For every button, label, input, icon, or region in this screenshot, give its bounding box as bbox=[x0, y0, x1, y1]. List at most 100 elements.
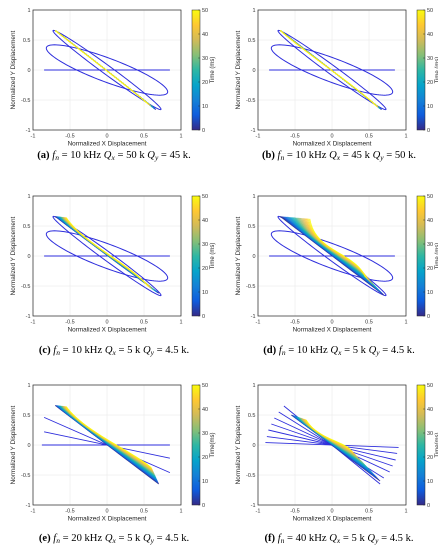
panel-b: -1 -0.5 0 0.5 1 1 0.5 0 -0.5 -1 Normalized X Displ… bbox=[235, 8, 438, 162]
caption-x-sub: x bbox=[110, 153, 115, 162]
colorbar-label: Time (ms) bbox=[210, 243, 216, 270]
caption-equals: = bbox=[116, 533, 127, 544]
colorbar-label: Time(ms) bbox=[210, 432, 216, 457]
caption-qy: 45 k. bbox=[170, 150, 191, 161]
caption-f-symbol: f bbox=[278, 533, 283, 544]
x-tick-label: 0 bbox=[105, 134, 108, 140]
colorbar-tick-label: 50 bbox=[427, 8, 433, 14]
axes-box bbox=[32, 384, 182, 506]
caption-q-symbol: Q bbox=[327, 533, 338, 544]
colorbar-tick-label: 30 bbox=[202, 242, 208, 248]
x-tick-label: -0.5 bbox=[290, 320, 299, 326]
caption-frequency: 10 kHz bbox=[70, 150, 101, 161]
caption-y-sub: y bbox=[375, 348, 380, 357]
colorbar bbox=[416, 195, 426, 317]
caption-letter: (c) bbox=[39, 345, 51, 356]
y-tick-label: -1 bbox=[26, 503, 31, 509]
caption-equals: = bbox=[340, 150, 351, 161]
caption-x-sub: x bbox=[111, 348, 116, 357]
y-tick-label: -1 bbox=[26, 314, 31, 320]
colorbar-tick-label: 20 bbox=[427, 80, 433, 86]
caption-q-symbol: Q bbox=[328, 345, 339, 356]
y-tick-label: 0 bbox=[27, 68, 30, 74]
y-tick-label: 0.5 bbox=[23, 413, 31, 419]
colorbar-tick-label: 20 bbox=[427, 455, 433, 461]
caption-equals: = bbox=[60, 533, 71, 544]
y-tick-label: 1 bbox=[27, 194, 30, 200]
colorbar-tick-label: 20 bbox=[202, 455, 208, 461]
caption-qx: 5 k bbox=[127, 345, 141, 356]
caption-letter: (e) bbox=[39, 533, 51, 544]
x-tick-label: 0 bbox=[330, 134, 333, 140]
caption-letter: (a) bbox=[37, 150, 50, 161]
caption-frequency: 10 kHz bbox=[296, 150, 327, 161]
x-tick-label: 0 bbox=[330, 509, 333, 515]
colorbar bbox=[416, 384, 426, 506]
caption-equals: = bbox=[284, 533, 295, 544]
caption-qx: 45 k bbox=[351, 150, 370, 161]
time-trace bbox=[65, 217, 149, 287]
time-trace bbox=[303, 418, 356, 456]
caption-n-sub: n bbox=[282, 348, 286, 357]
caption-n-sub: n bbox=[281, 536, 285, 545]
y-axis-label: Normalized Y Displacement bbox=[235, 405, 242, 484]
y-tick-label: -0.5 bbox=[246, 284, 255, 290]
x-tick-label: -0.5 bbox=[290, 134, 299, 140]
x-tick-label: 1 bbox=[404, 509, 407, 515]
y-tick-label: -1 bbox=[26, 128, 31, 134]
panel-c: -1 -0.5 0 0.5 1 1 0.5 0 -0.5 -1 Normalized X Displ… bbox=[10, 194, 216, 357]
colorbar-tick-label: 50 bbox=[202, 8, 208, 14]
caption-q-symbol: Q bbox=[101, 150, 112, 161]
y-tick-label: 0.5 bbox=[23, 38, 31, 44]
colorbar-tick-label: 50 bbox=[202, 383, 208, 389]
caption-q-symbol: Q bbox=[326, 150, 337, 161]
colorbar-tick-label: 50 bbox=[202, 194, 208, 200]
caption-frequency: 10 kHz bbox=[71, 345, 102, 356]
colorbar-label: Time (ms) bbox=[435, 243, 438, 270]
time-trace bbox=[303, 418, 355, 454]
y-tick-label: -1 bbox=[251, 314, 256, 320]
caption-qx: 5 k bbox=[352, 533, 366, 544]
y-tick-label: 0 bbox=[252, 68, 255, 74]
caption-q-symbol: Q bbox=[102, 533, 113, 544]
y-tick-label: -1 bbox=[251, 128, 256, 134]
panel-caption: (b) fn = 10 kHz Qx = 45 k Qy = 50 k. bbox=[262, 150, 416, 162]
axes-box bbox=[257, 9, 407, 131]
colorbar bbox=[191, 384, 201, 506]
caption-qx: 50 k bbox=[126, 150, 145, 161]
caption-y-sub: y bbox=[150, 348, 155, 357]
caption-qy: 4.5 k. bbox=[165, 345, 189, 356]
x-tick-label: 0.5 bbox=[365, 509, 373, 515]
colorbar-tick-label: 40 bbox=[427, 407, 433, 413]
colorbar-tick-label: 10 bbox=[202, 479, 208, 485]
caption-y-sub: y bbox=[374, 536, 379, 545]
caption-equals: = bbox=[286, 345, 297, 356]
x-tick-label: -0.5 bbox=[65, 134, 74, 140]
caption-n-sub: n bbox=[55, 153, 59, 162]
panel-caption: (d) fn = 10 kHz Qx = 5 k Qy = 4.5 k. bbox=[263, 345, 414, 357]
colorbar-tick-label: 40 bbox=[202, 407, 208, 413]
orbit-loop bbox=[277, 29, 387, 111]
caption-equals: = bbox=[380, 345, 391, 356]
orbit-loop bbox=[52, 215, 162, 297]
caption-n-sub: n bbox=[56, 536, 60, 545]
x-axis-label: Normalized X Displacement bbox=[293, 141, 372, 148]
colorbar-tick-label: 10 bbox=[202, 104, 208, 110]
x-tick-label: -1 bbox=[31, 134, 36, 140]
colorbar-label: Time (ms) bbox=[210, 57, 216, 84]
caption-qy: 4.5 k. bbox=[391, 345, 415, 356]
caption-y-sub: y bbox=[150, 536, 155, 545]
colorbar-tick-label: 30 bbox=[427, 431, 433, 437]
y-tick-label: 1 bbox=[252, 194, 255, 200]
y-axis-label: Normalized Y Displacement bbox=[10, 30, 17, 109]
colorbar-tick-label: 0 bbox=[202, 128, 205, 134]
y-tick-label: 1 bbox=[27, 383, 30, 389]
y-tick-label: -1 bbox=[251, 503, 256, 509]
caption-frequency: 40 kHz bbox=[296, 533, 327, 544]
y-tick-label: -0.5 bbox=[246, 473, 255, 479]
colorbar-tick-label: 20 bbox=[202, 266, 208, 272]
time-trace bbox=[65, 406, 152, 469]
y-tick-label: 0.5 bbox=[248, 38, 256, 44]
x-tick-label: 1 bbox=[404, 134, 407, 140]
colorbar-tick-label: 10 bbox=[427, 479, 433, 485]
